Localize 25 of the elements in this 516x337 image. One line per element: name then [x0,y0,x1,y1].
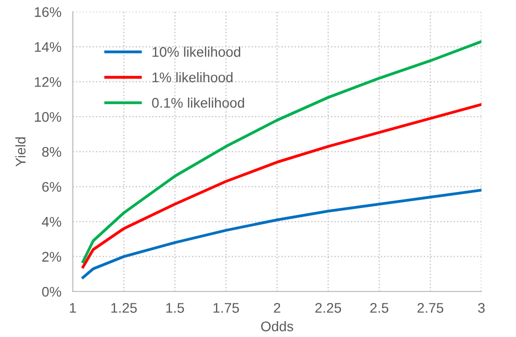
y-tick-label: 16% [34,7,62,17]
y-tick-label: 0% [42,286,62,297]
x-axis-title: Odds [261,321,294,332]
x-tick-label: 3 [478,302,485,313]
x-tick-label: 1 [70,303,76,313]
legend-label: 10% likelihood [152,46,240,57]
x-tick-label: 2.75 [418,302,444,313]
x-tick-label: 2.5 [370,302,388,313]
legend-label: 1% likelihood [152,72,232,82]
y-tick-label: 12% [34,77,62,87]
x-tick-label: 1.75 [214,303,239,313]
y-tick-label: 2% [42,252,62,262]
line-series [82,40,482,264]
y-tick-label: 8% [42,146,62,157]
x-tick-label: 2 [274,302,280,313]
x-tick-label: 1.5 [166,303,184,313]
x-tick-label: 1.25 [111,302,137,313]
y-axis-title: Yield [15,137,26,167]
line-series [82,188,482,279]
y-tick-label: 6% [42,182,62,192]
x-tick-label: 2.25 [315,302,342,313]
legend-label: 0.1% likelihood [152,98,244,108]
y-tick-label: 4% [42,216,62,227]
y-tick-label: 14% [34,42,62,52]
y-tick-label: 10% [34,112,62,122]
